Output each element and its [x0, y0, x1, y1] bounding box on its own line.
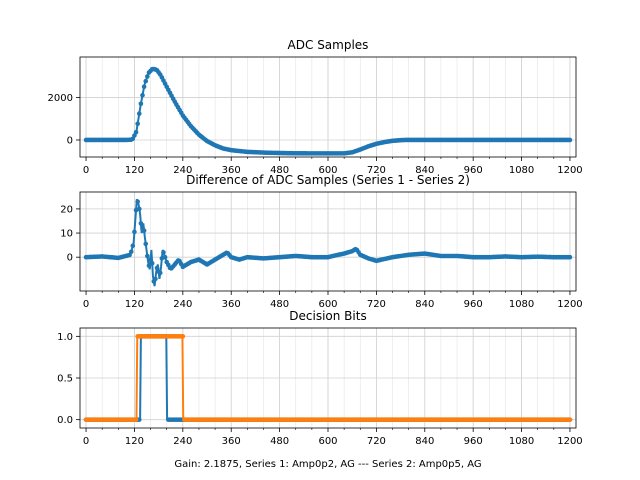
x-tick-label: 0: [83, 165, 89, 176]
x-tick-label: 600: [318, 436, 337, 447]
sample-point: [157, 270, 163, 276]
x-tick-label: 240: [173, 299, 192, 310]
sample-point: [138, 101, 144, 107]
sample-point: [135, 121, 140, 127]
x-tick-label: 1200: [557, 165, 582, 176]
x-tick-label: 1200: [557, 299, 582, 310]
sample-point: [149, 260, 155, 266]
sample-point: [141, 228, 147, 233]
subplot-2: 0 120 240 360 480 600 720 840 960 1080 1200 0 10 20 Di…: [60, 173, 582, 310]
sample-point: [148, 257, 153, 262]
x-tick-label: 1200: [557, 436, 582, 447]
sample-point: [136, 206, 142, 212]
x-tick-label: 1080: [509, 165, 534, 176]
x-tick-label: 1080: [509, 299, 534, 310]
y-tick-label: 20: [60, 204, 73, 215]
sample-point: [143, 241, 149, 247]
sample-point: [154, 265, 160, 271]
sample-point: [138, 221, 144, 226]
y-tick-label: 10: [60, 229, 73, 240]
x-tick-label: 0: [83, 299, 89, 310]
sample-point: [132, 229, 137, 235]
series-1: [83, 198, 573, 287]
x-tick-label: 840: [415, 165, 434, 176]
subplot-3: 0 120 240 360 480 600 720 840 960 1080 1200 0.0 0.5 1…: [57, 309, 583, 447]
x-tick-label: 960: [464, 165, 483, 176]
x-tick-label: 120: [125, 436, 144, 447]
x-tick-label: 720: [367, 436, 386, 447]
y-tick-label: 0: [67, 253, 73, 264]
x-tick-label: 960: [464, 436, 483, 447]
x-tick-label: 480: [270, 436, 289, 447]
x-tick-label: 120: [125, 299, 144, 310]
subplot-1: 0 120 240 360 480 600 720 840 960 1080 1200 0 2000 AD…: [48, 38, 583, 176]
sample-point: [133, 417, 139, 422]
sample-point: [136, 417, 142, 422]
sample-point: [162, 254, 168, 260]
x-tick-label: 0: [83, 436, 89, 447]
y-tick-label: 2000: [48, 93, 73, 104]
x-tick-label: 600: [318, 299, 337, 310]
x-tick-label: 720: [367, 299, 386, 310]
sample-point: [128, 249, 134, 255]
sample-point: [143, 78, 149, 84]
x-tick-label: 360: [222, 436, 241, 447]
sample-point: [140, 92, 145, 98]
sample-point: [145, 74, 150, 79]
sample-point: [135, 199, 140, 204]
subplot-title: Decision Bits: [289, 309, 366, 323]
y-tick-label: 1.0: [57, 332, 73, 343]
y-tick-label: 0: [67, 135, 73, 146]
sample-point: [567, 137, 573, 143]
x-tick-label: 840: [415, 436, 434, 447]
sample-point: [141, 84, 147, 90]
sample-point: [145, 253, 150, 259]
sample-point: [146, 263, 152, 268]
sample-point: [161, 250, 166, 255]
y-tick-label: 0.0: [57, 415, 73, 426]
series-1: [83, 66, 573, 156]
sample-point: [136, 111, 142, 116]
x-tick-label: 600: [318, 165, 337, 176]
sample-point: [130, 243, 136, 249]
x-tick-label: 840: [415, 299, 434, 310]
x-tick-label: 360: [222, 165, 241, 176]
sample-point: [153, 276, 158, 282]
axes-frame: [79, 327, 577, 429]
x-tick-label: 360: [222, 299, 241, 310]
figure-xlabel: Gain: 2.1875, Series 1: Amp0p2, AG --- S…: [174, 459, 481, 470]
x-tick-label: 480: [270, 165, 289, 176]
series-2: [83, 334, 573, 422]
x-tick-label: 720: [367, 165, 386, 176]
y-tick-label: 0.5: [57, 374, 73, 385]
x-tick-label: 480: [270, 299, 289, 310]
sample-point: [567, 254, 573, 260]
subplot-title: ADC Samples: [288, 38, 369, 52]
sample-point: [133, 129, 139, 135]
sample-point: [567, 417, 573, 422]
axes-frame: [79, 56, 577, 158]
sample-point: [180, 334, 186, 339]
x-tick-label: 240: [173, 436, 192, 447]
subplot-title: Difference of ADC Samples (Series 1 - Se…: [186, 173, 470, 187]
x-tick-label: 1080: [509, 436, 534, 447]
x-tick-label: 240: [173, 165, 192, 176]
x-tick-label: 960: [464, 299, 483, 310]
axes-frame: [79, 191, 577, 292]
x-tick-label: 120: [125, 165, 144, 176]
